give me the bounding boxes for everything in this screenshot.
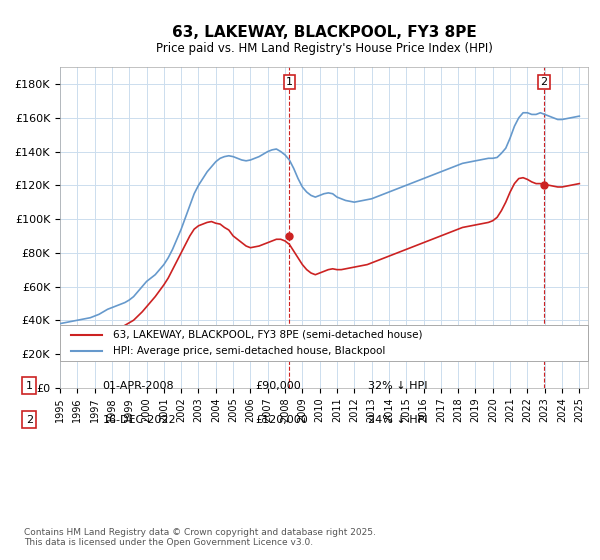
Text: 63, LAKEWAY, BLACKPOOL, FY3 8PE (semi-detached house): 63, LAKEWAY, BLACKPOOL, FY3 8PE (semi-de… [113,330,422,340]
Text: £120,000: £120,000 [255,415,308,424]
Text: 24% ↓ HPI: 24% ↓ HPI [368,415,427,424]
Text: 01-APR-2008: 01-APR-2008 [103,381,174,391]
Text: 16-DEC-2022: 16-DEC-2022 [103,415,176,424]
Text: 2: 2 [26,415,33,424]
Text: 2: 2 [541,77,548,87]
Text: 63, LAKEWAY, BLACKPOOL, FY3 8PE: 63, LAKEWAY, BLACKPOOL, FY3 8PE [172,25,476,40]
Text: 1: 1 [26,381,33,391]
Text: 1: 1 [286,77,293,87]
Text: Price paid vs. HM Land Registry's House Price Index (HPI): Price paid vs. HM Land Registry's House … [155,42,493,55]
Text: HPI: Average price, semi-detached house, Blackpool: HPI: Average price, semi-detached house,… [113,346,385,356]
Text: £90,000: £90,000 [255,381,301,391]
Text: Contains HM Land Registry data © Crown copyright and database right 2025.
This d: Contains HM Land Registry data © Crown c… [23,528,376,547]
Text: 32% ↓ HPI: 32% ↓ HPI [368,381,427,391]
